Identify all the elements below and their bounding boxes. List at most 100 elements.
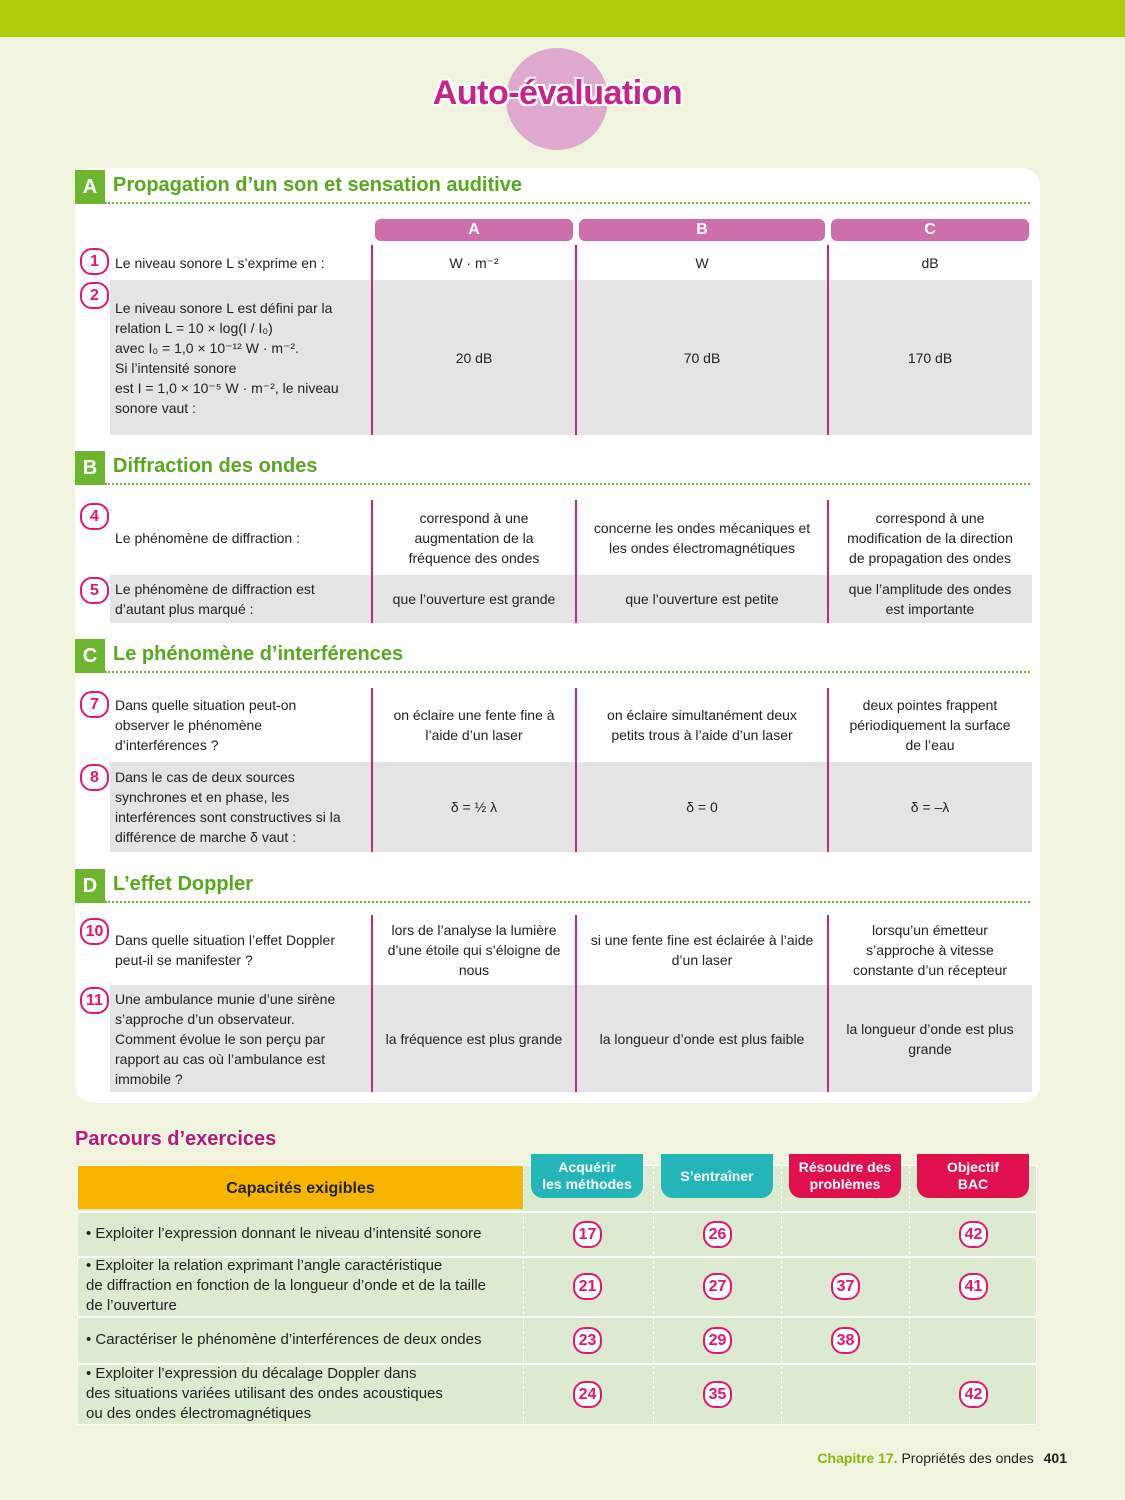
page-header: Auto-évaluation <box>0 48 1125 152</box>
column-divider <box>781 1166 782 1424</box>
exercise-number-badge[interactable]: 37 <box>831 1273 860 1300</box>
answer-a[interactable]: 20 dB <box>455 349 493 366</box>
answer-c[interactable]: la longueur d’onde est plus grande <box>846 1020 1014 1057</box>
column-divider <box>827 500 829 623</box>
answer-b[interactable]: on éclaire simultanément deux petits tro… <box>607 707 797 743</box>
column-header-c: C <box>831 219 1029 241</box>
column-divider <box>575 915 577 1092</box>
question-text: Une ambulance munie d’une sirène s’appro… <box>115 990 336 1087</box>
column-divider <box>575 245 577 435</box>
section-title: Diffraction des ondes <box>113 455 318 477</box>
dotted-divider <box>105 671 1030 673</box>
column-divider <box>575 500 577 623</box>
dotted-divider <box>105 901 1030 903</box>
section-title: Propagation d’un son et sensation auditi… <box>113 174 522 196</box>
exercise-number-badge[interactable]: 26 <box>703 1220 732 1248</box>
question-text: Dans quelle situation peut-on observer l… <box>115 697 297 753</box>
tab-0: Acquérir les méthodes <box>531 1154 643 1198</box>
column-divider <box>827 915 829 1092</box>
column-divider <box>653 1166 654 1424</box>
row-divider <box>78 1316 1036 1318</box>
exercise-number-badge[interactable]: 24 <box>573 1381 602 1408</box>
parcours-title: Parcours d’exercices <box>75 1128 277 1150</box>
answer-b[interactable]: que l’ouverture est petite <box>625 591 779 607</box>
exercise-number-badge[interactable]: 29 <box>703 1326 732 1354</box>
column-divider <box>371 245 373 435</box>
question-row: 8 Dans le cas de deux sources synchrones … <box>80 762 1032 852</box>
title-decoration <box>506 48 608 150</box>
exercise-number-badge[interactable]: 38 <box>831 1326 860 1354</box>
chapter-label: Chapitre 17. <box>817 1450 898 1466</box>
question-text: Dans le cas de deux sources synchrones e… <box>115 769 341 845</box>
capacites-header: Capacités exigibles <box>78 1166 523 1209</box>
chapter-title: Propriétés des ondes <box>901 1450 1034 1466</box>
answer-c[interactable]: que l’amplitude des ondes est importante <box>848 581 1012 617</box>
parcours-table: Capacités exigibles Acquérir les méthode… <box>77 1154 1037 1425</box>
answer-c[interactable]: lorsqu’un émetteur s’approche à vitesse … <box>852 922 1008 978</box>
section-b-heading: B Diffraction des ondes <box>75 451 1035 485</box>
column-header-a: A <box>375 219 573 241</box>
answer-a[interactable]: correspond à une augmentation de la fréq… <box>408 509 540 566</box>
row-divider <box>78 1211 1036 1213</box>
page-footer: Chapitre 17. Propriétés des ondes 401 <box>817 1450 1067 1466</box>
question-number-badge: 11 <box>80 987 109 1014</box>
question-row: 1 Le niveau sonore L s’exprime en : W · m⁻… <box>80 245 1032 280</box>
exercise-number-badge[interactable]: 23 <box>573 1326 602 1354</box>
exercise-number-badge[interactable]: 35 <box>703 1381 732 1408</box>
answer-c[interactable]: 170 dB <box>907 349 953 366</box>
section-title: L’effet Doppler <box>113 873 254 895</box>
column-divider <box>371 688 373 852</box>
answer-c[interactable]: deux pointes frappent périodiquement la … <box>849 697 1011 753</box>
question-row: 7 Dans quelle situation peut-on observer … <box>80 688 1032 762</box>
page-number: 401 <box>1043 1450 1067 1466</box>
answer-a[interactable]: on éclaire une fente fine à l’aide d’un … <box>393 707 555 743</box>
answer-a[interactable]: que l’ouverture est grande <box>392 591 556 607</box>
exercise-number-badge[interactable]: 42 <box>959 1220 988 1248</box>
question-text: Le phénomène de diffraction : <box>115 529 300 546</box>
page-title: Auto-évaluation <box>432 74 683 112</box>
column-divider <box>827 688 829 852</box>
answer-a[interactable]: δ = ½ λ <box>450 799 498 815</box>
question-number-badge: 4 <box>80 503 109 530</box>
column-divider <box>575 688 577 852</box>
answer-c[interactable]: dB <box>921 254 939 271</box>
dotted-divider <box>105 483 1030 485</box>
answer-a[interactable]: W · m⁻² <box>449 254 499 271</box>
question-text: Le phénomène de diffraction est d’autant… <box>115 581 315 617</box>
section-letter-badge: D <box>75 869 105 903</box>
question-row: 10 Dans quelle situation l’effet Doppler … <box>80 915 1032 985</box>
question-number-badge: 7 <box>80 691 109 718</box>
answer-b[interactable]: 70 dB <box>683 349 721 366</box>
exercise-number-badge[interactable]: 21 <box>573 1273 602 1300</box>
column-divider <box>523 1166 524 1424</box>
capacite-text: • Exploiter l’expression du décalage Dop… <box>86 1365 443 1422</box>
column-header-b: B <box>579 219 825 241</box>
tab-1: S’entraîner <box>661 1154 773 1198</box>
column-divider <box>371 500 373 623</box>
question-number-badge: 5 <box>80 577 109 604</box>
exercise-number-badge[interactable]: 17 <box>573 1220 602 1248</box>
answer-b[interactable]: δ = 0 <box>686 799 718 815</box>
section-letter-badge: C <box>75 639 105 673</box>
answer-b[interactable]: concerne les ondes mécaniques et les ond… <box>593 519 811 556</box>
answer-b[interactable]: si une fente fine est éclairée à l’aide … <box>590 932 814 968</box>
tab-3: Objectif BAC <box>917 1154 1029 1198</box>
answer-a[interactable]: lors de l’analyse la lumière d’une étoil… <box>387 922 561 978</box>
question-number-badge: 1 <box>80 248 109 275</box>
section-title: Le phénomène d’interférences <box>113 643 404 665</box>
answer-c[interactable]: δ = –λ <box>910 799 950 815</box>
answer-c[interactable]: correspond à une modification de la dire… <box>847 509 1013 566</box>
dotted-divider <box>105 202 1030 204</box>
question-text: Dans quelle situation l’effet Doppler pe… <box>115 932 335 968</box>
exercise-number-badge[interactable]: 27 <box>703 1273 732 1300</box>
column-divider <box>827 245 829 435</box>
row-divider <box>78 1256 1036 1258</box>
exercise-number-badge[interactable]: 41 <box>959 1273 988 1300</box>
answer-a[interactable]: la fréquence est plus grande <box>385 1030 563 1047</box>
exercise-number-badge[interactable]: 42 <box>959 1381 988 1408</box>
answer-b[interactable]: la longueur d’onde est plus faible <box>599 1030 805 1047</box>
answer-b[interactable]: W <box>695 254 709 271</box>
question-row: 5 Le phénomène de diffraction est d’autan… <box>80 575 1032 623</box>
question-number-badge: 10 <box>80 918 109 945</box>
capacite-text: • Exploiter la relation exprimant l’angl… <box>86 1257 487 1314</box>
